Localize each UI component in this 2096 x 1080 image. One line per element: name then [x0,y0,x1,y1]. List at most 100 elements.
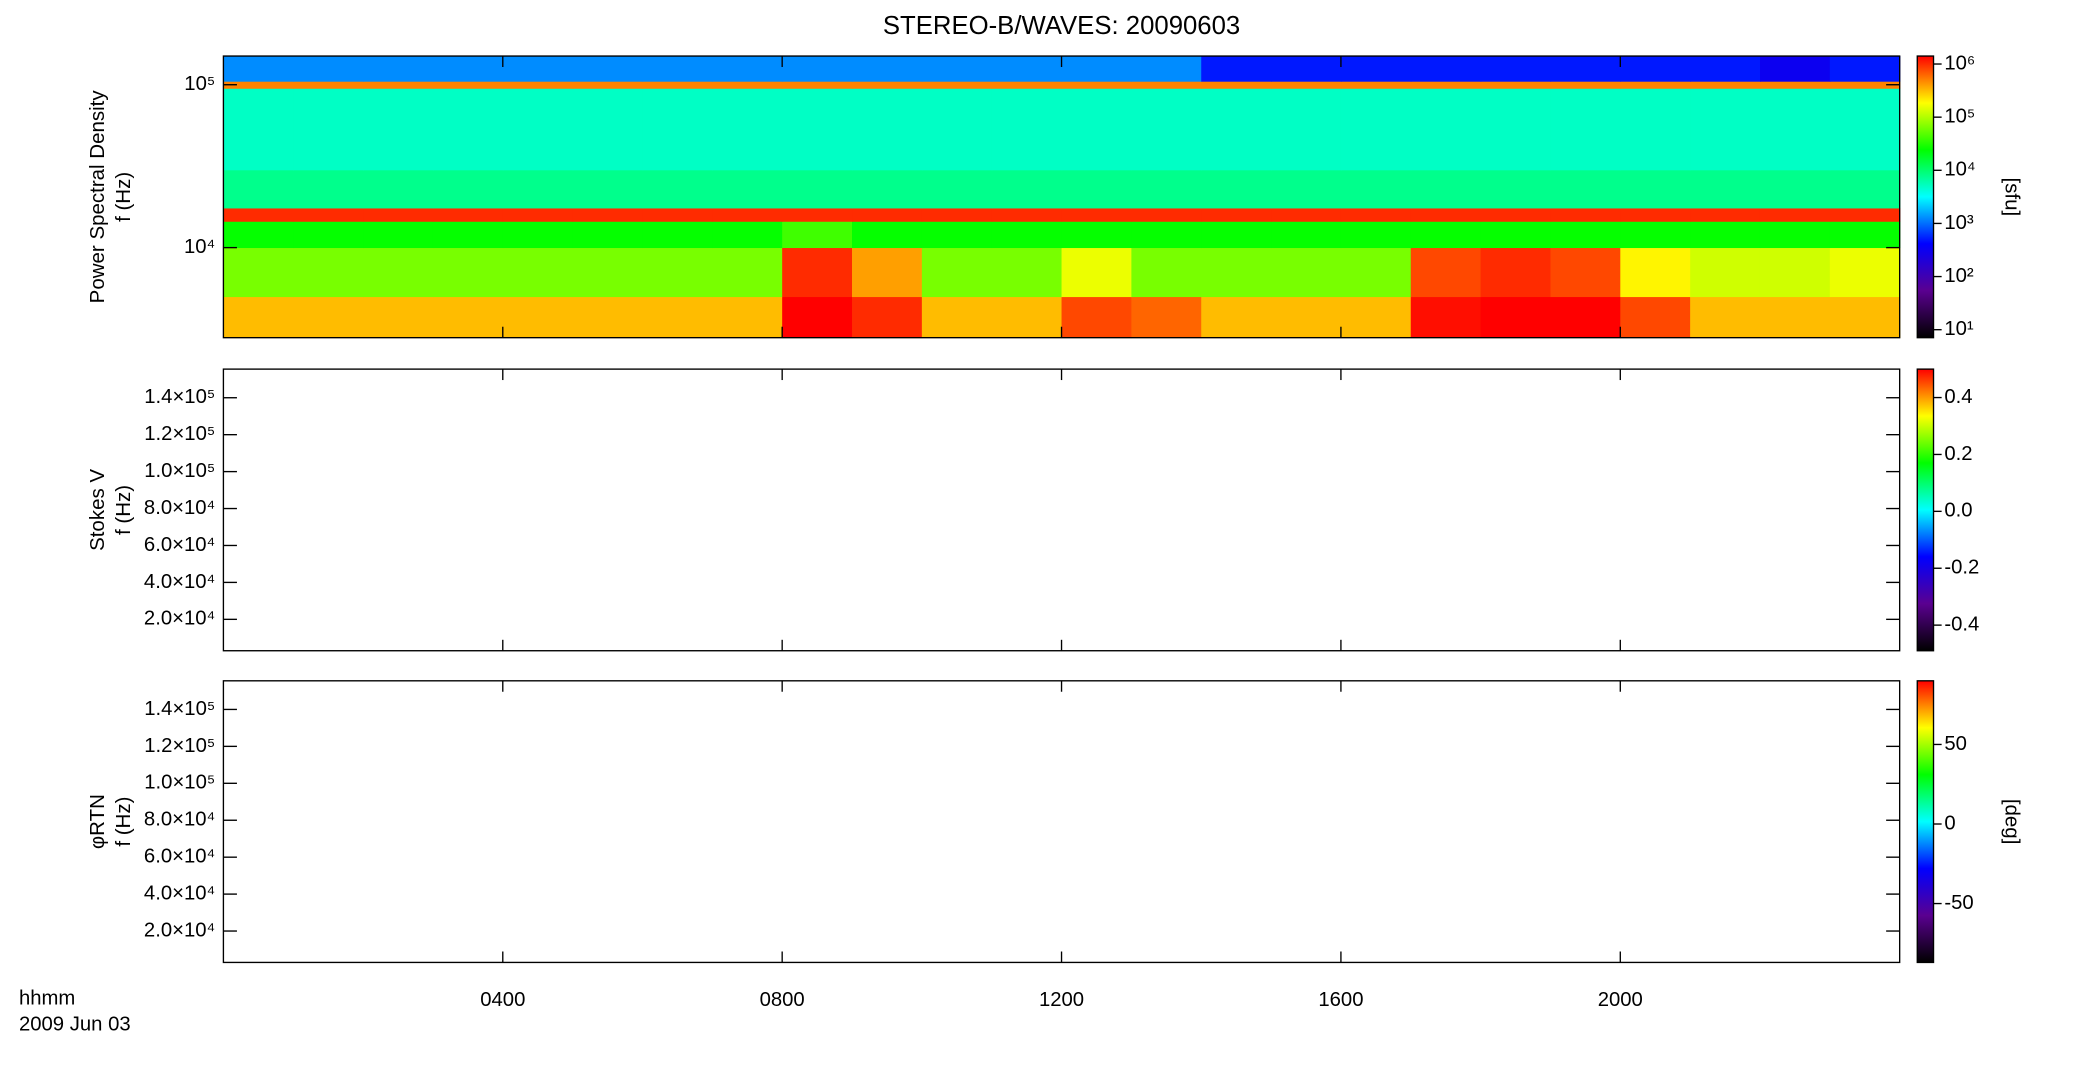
colorbar-tick-label: 0.4 [1944,386,1972,408]
heat-cell [502,81,574,89]
heat-cell [1620,169,1691,209]
heat-cell [1480,88,1552,171]
heat-cell [572,221,644,249]
plot-frame [222,368,1901,652]
heat-cell [223,88,294,171]
y-tick-label: 1.2×10⁵ [144,735,215,757]
y-tick-label: 6.0×10⁴ [144,534,215,556]
heat-cell [642,56,713,82]
heat-cell [293,169,364,209]
heat-cell [502,56,574,82]
colorbar-tick-label: 10⁵ [1944,105,1975,127]
heat-cell [1759,221,1831,249]
heat-cell [1410,247,1482,298]
heat-cell [572,56,644,82]
y-tick-label: 1.4×10⁵ [144,698,215,720]
heat-cell [1340,169,1412,209]
heat-cell [502,88,574,171]
heat-cell [991,81,1063,89]
colorbar-tick-label: 0.2 [1944,443,1972,465]
heat-cell [642,247,713,298]
heat-cell [852,296,923,339]
heat-cell [363,88,434,171]
heat-cell [1550,247,1621,298]
heat-cell [1829,221,1901,249]
heat-cell [712,208,783,222]
y-axis-label: f (Hz) [113,797,135,847]
heat-cell [223,81,294,89]
heat-cell [642,88,713,171]
heat-cell [1271,247,1342,298]
colorbar-tick-label: 10² [1944,265,1974,287]
heat-cell [572,169,644,209]
heat-cell [1690,221,1761,249]
heat-cell [572,296,644,339]
heat-cell [1061,247,1133,298]
heat-cell [1759,208,1831,222]
heat-cell [1340,247,1412,298]
heat-cell [572,208,644,222]
y-tick-label: 10⁴ [184,236,215,258]
heat-cell [921,169,993,209]
chart-title: STEREO-B/WAVES: 20090603 [883,12,1240,40]
heat-cell [1620,247,1691,298]
x-tick-label: 0400 [480,989,525,1011]
x-tick-label: 1200 [1039,989,1084,1011]
heat-cell [1620,208,1691,222]
y-tick-label: 10⁵ [184,73,215,95]
heat-cell [1201,208,1272,222]
colorbar-tick-label: 50 [1944,733,1967,755]
heat-cell [1271,169,1342,209]
heat-cell [1131,81,1202,89]
heat-cell [782,296,853,339]
heat-cell [991,56,1063,82]
heat-cell [363,247,434,298]
heat-cell [782,88,853,171]
colorbar [1916,680,1935,964]
y-tick-label: 8.0×10⁴ [144,809,215,831]
heat-cell [642,81,713,89]
colorbar-tick-label: 0 [1944,812,1955,834]
heat-cell [1131,208,1202,222]
heat-cell [1480,208,1552,222]
heat-cell [432,56,504,82]
heat-cell [1061,208,1133,222]
heat-cell [712,296,783,339]
heat-cell [782,221,853,249]
heat-cell [1410,88,1482,171]
heat-cell [1829,88,1901,171]
colorbar-label: [deg] [2000,799,2022,845]
plot-frame [222,680,1901,964]
heat-cell [432,208,504,222]
y-axis-label: f (Hz) [113,172,135,222]
heat-cell [1550,169,1621,209]
heat-cell [502,247,574,298]
heat-cell [1480,81,1552,89]
heat-cell [1131,296,1202,339]
heat-cell [293,208,364,222]
y-tick-label: 1.0×10⁵ [144,460,215,482]
heat-cell [1690,208,1761,222]
heat-cell [1690,81,1761,89]
heat-cell [363,169,434,209]
heat-cell [782,56,853,82]
heat-cell [432,296,504,339]
heat-cell [1201,247,1272,298]
heat-cell [1271,296,1342,339]
heat-cell [293,56,364,82]
heat-cell [432,88,504,171]
heat-cell [642,169,713,209]
heat-cell [1410,296,1482,339]
heat-cell [1690,169,1761,209]
heat-cell [782,169,853,209]
y-axis-label: φRTN [87,794,109,849]
heat-cell [1271,56,1342,82]
heat-cell [642,296,713,339]
heat-cell [921,208,993,222]
heat-cell [1340,208,1412,222]
heat-cell [852,88,923,171]
y-axis-label: Stokes V [87,469,109,551]
heat-cell [1759,81,1831,89]
y-tick-label: 2.0×10⁴ [144,919,215,941]
heat-cell [1690,56,1761,82]
